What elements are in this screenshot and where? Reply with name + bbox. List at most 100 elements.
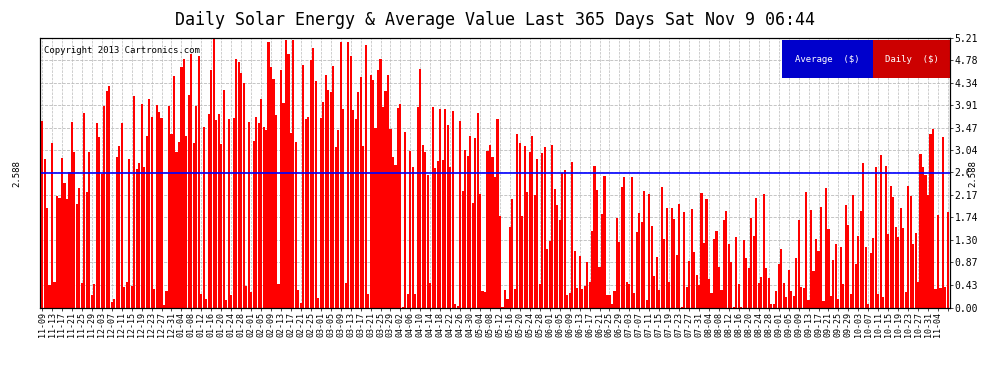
Bar <box>461 191 463 308</box>
Bar <box>347 42 349 308</box>
Bar <box>305 118 307 308</box>
Bar <box>412 167 414 308</box>
Bar <box>131 286 133 308</box>
Bar <box>944 287 946 308</box>
Bar <box>673 219 675 308</box>
Bar <box>663 238 665 308</box>
Bar <box>494 177 496 308</box>
Bar <box>146 136 148 308</box>
Bar <box>542 153 544 308</box>
Bar <box>267 42 269 308</box>
Bar <box>917 282 919 308</box>
Bar <box>128 159 131 308</box>
Bar <box>435 168 437 308</box>
Bar <box>741 307 742 308</box>
Bar <box>367 294 369 307</box>
Bar <box>417 106 419 308</box>
Bar <box>830 296 832 307</box>
Bar <box>606 295 608 307</box>
Bar <box>449 168 451 308</box>
Bar <box>601 214 603 308</box>
Bar <box>755 198 757 308</box>
Bar <box>389 129 391 308</box>
Bar <box>141 104 143 308</box>
Bar <box>397 108 399 307</box>
Bar <box>338 130 340 308</box>
Bar <box>155 105 157 308</box>
Text: Daily Solar Energy & Average Value Last 365 Days Sat Nov 9 06:44: Daily Solar Energy & Average Value Last … <box>175 11 815 29</box>
Bar <box>742 240 744 308</box>
Bar <box>459 121 461 308</box>
Bar <box>501 307 504 308</box>
Bar <box>644 191 645 308</box>
Bar <box>108 86 110 308</box>
Bar <box>668 282 670 308</box>
Bar <box>255 117 257 308</box>
Bar <box>382 107 384 307</box>
Bar <box>910 196 912 308</box>
Bar <box>340 42 342 308</box>
Bar <box>414 294 417 308</box>
Bar <box>56 196 58 308</box>
Bar <box>907 186 909 308</box>
Bar <box>750 218 752 308</box>
Bar <box>136 170 138 308</box>
Bar <box>777 264 780 308</box>
Bar <box>499 216 501 308</box>
Bar <box>362 146 364 308</box>
Bar <box>491 157 494 308</box>
Bar <box>760 277 762 308</box>
Bar <box>897 237 899 308</box>
Bar <box>922 167 924 308</box>
Bar <box>859 211 862 308</box>
Bar <box>629 284 631 308</box>
Bar <box>260 99 262 308</box>
Bar <box>349 56 351 308</box>
Bar <box>872 238 874 308</box>
Bar <box>847 225 849 308</box>
Bar <box>708 279 710 308</box>
Bar <box>670 208 673 308</box>
Bar <box>203 127 205 308</box>
Bar <box>648 194 650 308</box>
Bar <box>315 81 317 308</box>
Bar <box>835 244 837 308</box>
Bar <box>404 132 407 308</box>
Bar <box>514 290 516 308</box>
Bar <box>693 252 695 308</box>
Bar <box>867 303 869 307</box>
Bar <box>852 195 854 308</box>
Bar <box>940 288 941 308</box>
Bar <box>409 151 412 308</box>
Bar <box>551 145 553 308</box>
Bar <box>849 294 852 308</box>
Bar <box>101 174 103 308</box>
Bar <box>111 302 113 307</box>
Bar <box>312 48 315 308</box>
Bar <box>591 231 593 308</box>
Bar <box>328 90 330 308</box>
Bar <box>354 118 356 308</box>
Bar <box>840 248 842 308</box>
Bar <box>912 244 914 308</box>
Bar <box>885 166 887 308</box>
Bar <box>875 167 877 308</box>
Bar <box>123 287 126 308</box>
Bar <box>238 62 240 308</box>
Bar <box>593 166 596 308</box>
Bar <box>800 287 802 308</box>
Bar <box>775 291 777 308</box>
Bar <box>399 104 402 308</box>
Bar <box>277 284 279 308</box>
Bar <box>236 58 238 308</box>
Bar <box>808 300 810 307</box>
Bar <box>504 290 506 308</box>
Bar <box>198 56 200 308</box>
Bar <box>857 236 859 308</box>
Bar <box>864 247 867 308</box>
Bar <box>193 142 195 308</box>
Bar <box>225 300 228 307</box>
Bar <box>265 129 267 308</box>
Bar <box>190 54 192 307</box>
Bar <box>828 229 830 308</box>
